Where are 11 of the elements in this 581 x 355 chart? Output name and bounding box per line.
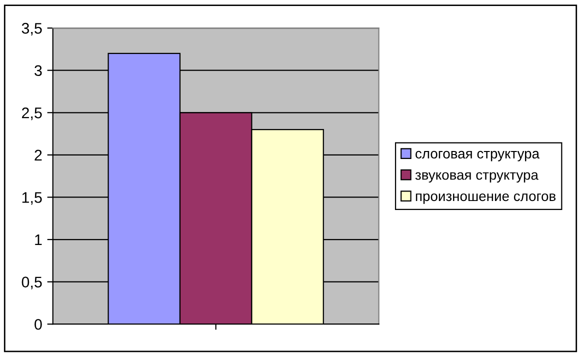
y-tick-label: 1,5 [22, 192, 42, 205]
y-tick-label: 2 [34, 150, 42, 160]
y-tick-label: 3,5 [22, 22, 42, 36]
y-tick-label: 2,5 [22, 108, 42, 120]
y-tick-label: 0 [34, 318, 42, 330]
legend-label: звуковая структура [415, 172, 538, 183]
y-tick-label: 3 [34, 65, 42, 76]
legend-label: произношение слогов [416, 193, 556, 204]
y-tick-label: 0,5 [22, 276, 42, 290]
legend-label: слоговая структура [416, 150, 540, 162]
y-tick-label: 1 [35, 234, 42, 246]
